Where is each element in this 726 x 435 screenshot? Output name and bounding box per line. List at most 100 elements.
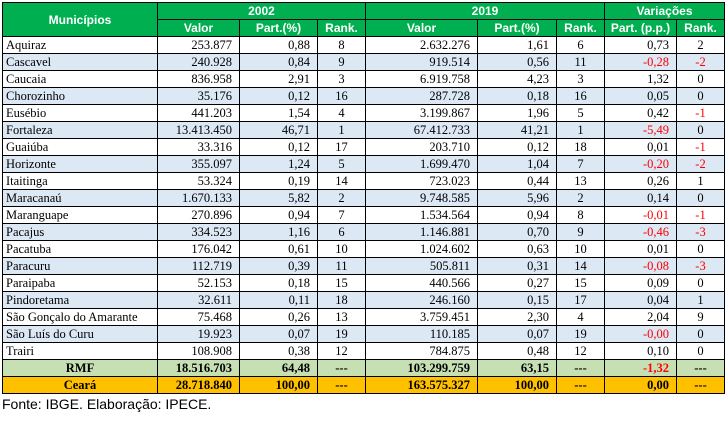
cell-var-rank: -2 [675,53,726,71]
cell-rank-2002: 19 [317,325,366,343]
cell-part-2002: 46,71 [239,121,318,139]
table-row: Pacatuba 176.042 0,61 10 1.024.602 0,63 10 0,01… [2,240,726,258]
cell-var-part: -5,49 [604,121,677,139]
table-row: Paracuru 112.719 0,39 11 505.811 0,31 14 -0,08-… [2,257,726,275]
cell-part-2002: 0,84 [239,53,318,71]
cell-part-2019: 5,96 [477,189,557,207]
cell-var-rank: -3 [675,257,726,275]
cell-rank-2019: 5 [556,104,605,122]
cell-rank-2019: 4 [556,308,605,326]
cell-part-2019: 4,23 [477,70,557,88]
cell-part-2002: 0,11 [239,291,318,309]
cell-part-2019: 0,07 [477,325,557,343]
cell-valor-2002: 836.958 [157,70,240,88]
cell-rank-2002: 4 [317,104,366,122]
header-rank-2019: Rank. [556,19,605,37]
cell-part-2002: 0,38 [239,342,318,360]
cell-valor-2019: 1.146.881 [365,223,478,241]
cell-valor-2002: 35.176 [157,87,240,105]
cell-municipio: Eusébio [2,104,158,122]
cell-rank-2019: 15 [556,274,605,292]
table-row: Paraipaba 52.153 0,18 15 440.566 0,27 15 0,09 0 [2,274,726,292]
table-row: Fortaleza 13.413.450 46,71 1 67.412.733 41,21… [2,121,726,139]
cell-part-2019: 2,30 [477,308,557,326]
cell-var-rank: -1 [675,104,726,122]
cell-rank-2019: 16 [556,87,605,105]
cell-rank-2019: 13 [556,172,605,190]
cell-valor-2002: 13.413.450 [157,121,240,139]
cell-valor-2002: 441.203 [157,104,240,122]
cell-valor-2019: 1.534.564 [365,206,478,224]
cell-municipio: São Gonçalo do Amarante [2,308,158,326]
cell-var-rank: 0 [675,274,726,292]
cell-part-2019: 1,61 [477,36,557,54]
cell-var-part: 1,32 [604,70,677,88]
header-part-2019: Part.(%) [477,19,557,37]
header-rank-var: Rank. [675,19,726,37]
cell-part-2002: 0,39 [239,257,318,275]
cell-part-2019: 0,48 [477,342,557,360]
cell-rank-2002: 14 [317,172,366,190]
cell-part-2019: 0,15 [477,291,557,309]
table-row: Pindoretama 32.611 0,11 18 246.160 0,15 17 0,04… [2,291,726,309]
cell-rank-2002: --- [317,359,366,377]
cell-valor-2019: 287.728 [365,87,478,105]
cell-valor-2019: 723.023 [365,172,478,190]
cell-valor-2002: 108.908 [157,342,240,360]
cell-rank-2019: --- [556,359,605,377]
table-body: Aquiraz 253.877 0,88 8 2.632.276 1,61 6 0,73 2 Ca… [2,36,726,394]
cell-rank-2002: 9 [317,53,366,71]
cell-rank-2002: 1 [317,121,366,139]
cell-municipio: Aquiraz [2,36,158,54]
cell-var-rank: -1 [675,138,726,156]
table-row: Horizonte 355.097 1,24 5 1.699.470 1,04 7 -0,20… [2,155,726,173]
cell-var-part: 0,04 [604,291,677,309]
cell-var-part: -0,20 [604,155,677,173]
cell-rank-2002: 16 [317,87,366,105]
table-header: Municípios 2002 2019 Variações Valor Par… [2,2,726,37]
cell-part-2002: 0,88 [239,36,318,54]
table-row: Guaiúba 33.316 0,12 17 203.710 0,12 18 0,01 -1 [2,138,726,156]
cell-part-2002: 0,19 [239,172,318,190]
cell-var-part: 0,10 [604,342,677,360]
cell-var-rank: 1 [675,172,726,190]
table-row: Cascavel 240.928 0,84 9 919.514 0,56 11 -0,28 -2 [2,53,726,71]
cell-rank-2019: 17 [556,291,605,309]
cell-part-2002: 2,91 [239,70,318,88]
cell-rank-2002: 11 [317,257,366,275]
cell-rank-2002: 8 [317,36,366,54]
source-note: Fonte: IBGE. Elaboração: IPECE. [2,396,212,412]
cell-municipio: Horizonte [2,155,158,173]
cell-part-2002: 0,12 [239,87,318,105]
header-valor-2019: Valor [365,19,478,37]
cell-valor-2019: 163.575.327 [365,376,478,394]
table-row: Trairi 108.908 0,38 12 784.875 0,48 12 0,10 0 [2,342,726,360]
cell-part-2002: 0,26 [239,308,318,326]
cell-rank-2019: 12 [556,342,605,360]
cell-municipio: Maranguape [2,206,158,224]
cell-part-2002: 0,94 [239,206,318,224]
cell-var-rank: -1 [675,206,726,224]
cell-municipio: Cascavel [2,53,158,71]
table-row: Caucaia 836.958 2,91 3 6.919.758 4,23 3 1,32 0 [2,70,726,88]
cell-valor-2019: 784.875 [365,342,478,360]
cell-valor-2019: 3.759.451 [365,308,478,326]
cell-var-part: 0,42 [604,104,677,122]
cell-municipio: Ceará [2,376,158,394]
cell-rank-2002: 12 [317,342,366,360]
cell-var-rank: 9 [675,308,726,326]
cell-valor-2002: 355.097 [157,155,240,173]
cell-var-part: -0,01 [604,206,677,224]
cell-valor-2019: 2.632.276 [365,36,478,54]
cell-valor-2002: 112.719 [157,257,240,275]
cell-part-2002: 0,61 [239,240,318,258]
table-row: Maracanaú 1.670.133 5,82 2 9.748.585 5,96 2 0,1… [2,189,726,207]
cell-municipio: Maracanaú [2,189,158,207]
cell-valor-2002: 53.324 [157,172,240,190]
cell-var-part: 0,05 [604,87,677,105]
cell-municipio: Paracuru [2,257,158,275]
cell-part-2019: 100,00 [477,376,557,394]
cell-valor-2019: 110.185 [365,325,478,343]
cell-var-rank: --- [675,359,726,377]
header-variacoes: Variações [603,2,726,20]
